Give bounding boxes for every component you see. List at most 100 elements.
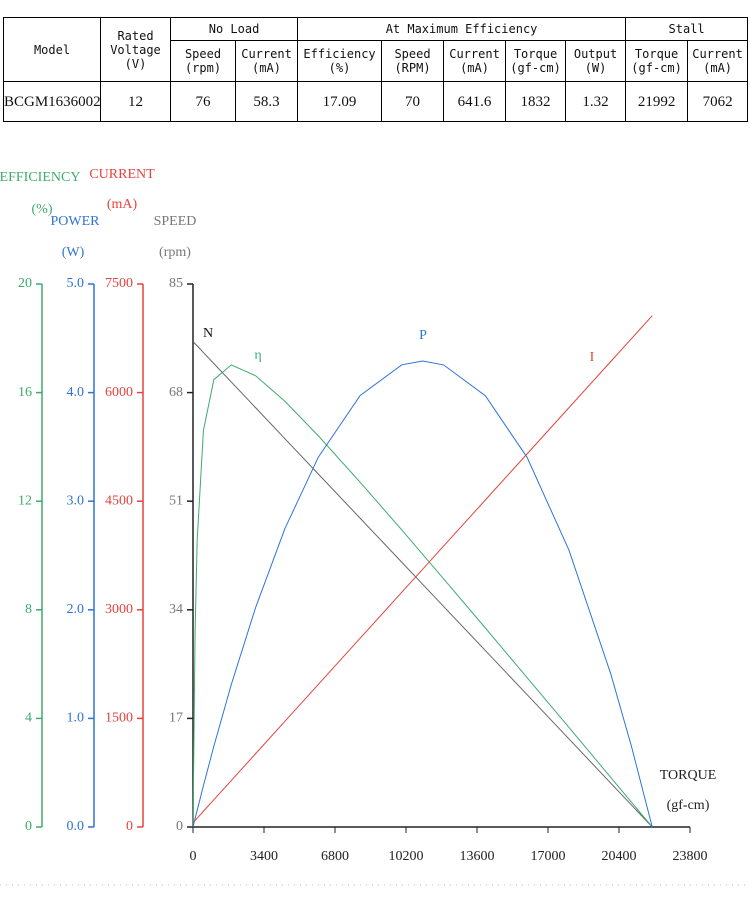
y-tick-label: 3.0: [67, 493, 85, 508]
sub-header-row: Speed (rpm) Current (mA) Efficiency (%) Speed(…: [4, 40, 749, 82]
header-text: Current: [692, 47, 743, 61]
header-text: Voltage: [110, 42, 161, 57]
y-tick-label: 0: [126, 819, 133, 834]
x-axis-unit: (gf-cm): [667, 798, 710, 813]
y-tick-label: 8: [25, 602, 32, 617]
y-tick-label: 4500: [105, 493, 133, 508]
header-text: No Load: [208, 22, 260, 36]
header-text: (%): [328, 61, 351, 75]
sub-header: Output (W): [565, 40, 627, 82]
y-axis-unit: (%): [32, 202, 53, 217]
header-text: (mA): [703, 61, 733, 75]
x-tick-label: 3400: [250, 849, 278, 864]
y-axis-unit: (mA): [107, 197, 138, 212]
header-text: Speed: [394, 47, 431, 61]
y-tick-label: 0.0: [67, 819, 85, 834]
y-tick-label: 6000: [105, 385, 133, 400]
sub-header: Current (mA): [687, 40, 749, 82]
sub-header: Current (mA): [234, 40, 299, 82]
header-text: Output: [573, 47, 618, 61]
y-axis-unit: (W): [62, 245, 85, 260]
header-text: Stall: [668, 22, 705, 36]
header-text: Torque: [513, 47, 558, 61]
curve-label: P: [419, 328, 427, 343]
header-text: Torque: [634, 47, 679, 61]
y-axis-unit: (rpm): [159, 245, 191, 260]
header-text: (V): [124, 56, 147, 71]
y-axis-title: POWER: [51, 214, 101, 229]
curve: [192, 341, 653, 828]
header-text: Current: [449, 47, 500, 61]
y-tick-label: 17: [169, 711, 183, 726]
sub-header: Speed (rpm): [170, 40, 236, 82]
data-cell: 21992: [625, 81, 689, 122]
y-tick-label: 1.0: [67, 711, 85, 726]
header-text: Efficiency: [303, 47, 376, 61]
header-text: Current: [241, 47, 292, 61]
table-body: Model Rated Voltage (V) No Load At Maximum Ef…: [3, 17, 749, 122]
data-cell: 7062: [687, 81, 749, 122]
x-tick-label: 20400: [602, 849, 637, 864]
data-cell: 76: [170, 81, 236, 122]
header-text: Speed: [184, 47, 222, 61]
y-tick-label: 12: [18, 493, 32, 508]
x-tick-label: 0: [190, 849, 197, 864]
y-tick-label: 2.0: [67, 602, 85, 617]
y-tick-label: 5.0: [67, 276, 85, 291]
group-header: Stall: [625, 17, 749, 41]
y-tick-label: 3000: [105, 602, 133, 617]
y-tick-label: 20: [18, 276, 32, 291]
header-text: Rated: [117, 28, 154, 43]
data-cell: 17.09: [297, 81, 383, 122]
group-header: Rated Voltage (V): [100, 17, 171, 82]
y-tick-label: 68: [169, 385, 183, 400]
data-cell: 641.6: [443, 81, 507, 122]
header-text: (rpm): [184, 61, 222, 75]
y-tick-label: 4.0: [67, 385, 85, 400]
curve: [192, 364, 653, 828]
y-tick-label: 0: [25, 819, 32, 834]
y-tick-label: 16: [18, 385, 32, 400]
data-row: BCGM1636002 12 76 58.3 17.09 70 641.6 1832 1.32 2…: [3, 81, 749, 122]
group-header: At Maximum Efficiency: [297, 17, 627, 41]
data-cell: 58.3: [234, 81, 299, 122]
x-tick-label: 23800: [673, 849, 708, 864]
x-tick-label: 10200: [389, 849, 424, 864]
header-text: (mA): [460, 61, 489, 75]
header-text: (gf-cm): [510, 61, 561, 75]
data-cell: 1.32: [565, 81, 627, 122]
sub-header: Speed (RPM): [381, 40, 445, 82]
x-axis-title: TORQUE: [660, 768, 717, 783]
data-cell: BCGM1636002: [3, 81, 101, 122]
y-tick-label: 85: [169, 276, 183, 291]
curve-label: N: [203, 326, 213, 341]
header-row: Model Rated Voltage (V) No Load At Maximum Ef…: [3, 17, 749, 82]
y-tick-label: 51: [169, 493, 183, 508]
spec-table: Model Rated Voltage (V) No Load At Maximum Ef…: [3, 17, 749, 122]
header-text: (W): [584, 61, 607, 75]
y-tick-label: 1500: [105, 711, 133, 726]
header-text: Model: [33, 42, 71, 57]
header-text: At Maximum Efficiency: [385, 22, 538, 36]
x-tick-label: 17000: [531, 849, 566, 864]
header-text: (gf-cm): [631, 61, 682, 75]
curve-label: I: [590, 350, 595, 365]
y-axis-title: CURRENT: [89, 167, 155, 182]
y-tick-label: 0: [176, 819, 183, 834]
group-header: Model: [3, 17, 101, 82]
y-tick-label: 7500: [105, 276, 133, 291]
curve: [192, 315, 653, 824]
curve-label: η: [254, 348, 261, 363]
header-text: (mA): [252, 61, 281, 75]
x-tick-label: 6800: [321, 849, 349, 864]
header-text: (RPM): [394, 61, 431, 75]
y-axis-title: EFFICIENCY: [0, 170, 80, 185]
x-tick-label: 13600: [460, 849, 495, 864]
curve: [192, 360, 653, 828]
y-axis-title: SPEED: [154, 214, 197, 229]
y-tick-label: 34: [169, 602, 183, 617]
y-tick-label: 4: [25, 711, 32, 726]
data-cell: 1832: [505, 81, 567, 122]
